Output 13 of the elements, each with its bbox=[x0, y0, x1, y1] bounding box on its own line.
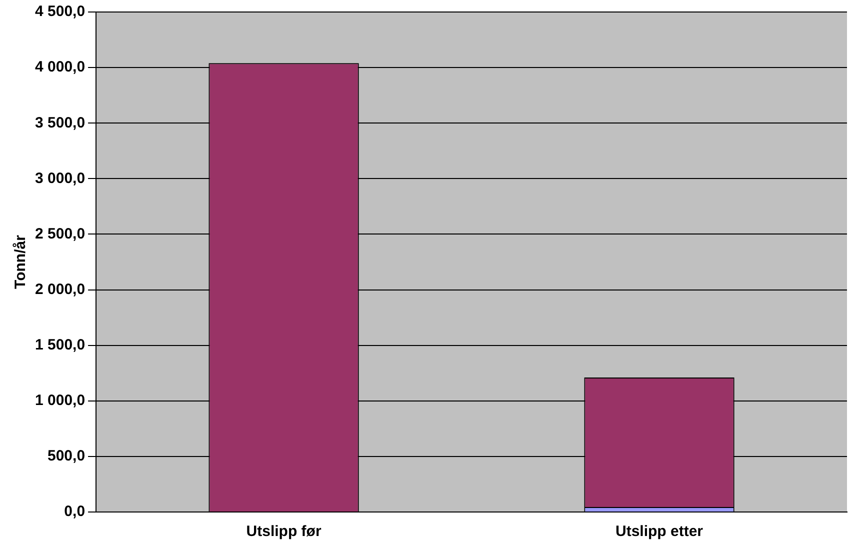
x-tick-label: Utslipp etter bbox=[616, 523, 704, 540]
y-tick-label: 3 500,0 bbox=[35, 114, 86, 132]
y-tick-label: 500,0 bbox=[48, 448, 86, 465]
y-tick-label: 1 000,0 bbox=[35, 392, 86, 410]
x-tick-label: Utslipp før bbox=[246, 523, 322, 540]
y-tick-label: 1 500,0 bbox=[35, 336, 86, 354]
y-tick-label: 2 000,0 bbox=[35, 280, 86, 298]
y-tick-label: 3 000,0 bbox=[35, 170, 86, 187]
y-tick-label: 4 500,0 bbox=[35, 3, 86, 20]
y-axis-title: Tonn/år bbox=[12, 234, 30, 289]
y-tick-label: 0,0 bbox=[64, 503, 86, 520]
y-tick-label: 4 000,0 bbox=[35, 58, 86, 76]
y-tick-label: 2 500,0 bbox=[35, 225, 86, 242]
